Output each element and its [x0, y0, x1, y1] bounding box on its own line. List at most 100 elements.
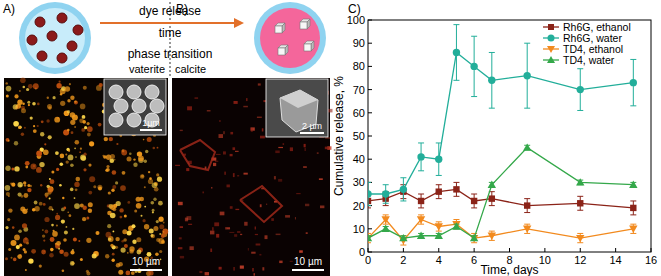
marker: [436, 188, 442, 194]
fluorescent-spot: [151, 234, 155, 238]
fluorescent-spot: [136, 237, 141, 242]
error-cap: [471, 96, 477, 97]
fluorescent-spot: [74, 100, 78, 104]
fluorescent-spot: [144, 206, 146, 208]
fluorescent-spot: [110, 244, 113, 247]
fluorescent-spot: [84, 153, 87, 156]
fluorescent-spot: [6, 82, 8, 84]
error-cap: [524, 212, 530, 213]
fluorescent-spot: [137, 250, 142, 255]
fluorescent-spot: [121, 150, 127, 156]
fluorescent-spot: [49, 206, 53, 210]
fluorescent-spot: [23, 238, 29, 244]
fluorescent-spot: [285, 215, 290, 218]
fluorescent-spot: [108, 191, 111, 194]
scale-label: 2 µm: [302, 121, 322, 131]
y-tick-label: 80: [353, 60, 365, 72]
fluorescent-spot: [24, 237, 27, 240]
crystal-edge: [180, 140, 215, 170]
fluorescent-spot: [180, 256, 184, 259]
error-cap: [630, 214, 636, 215]
fluorescent-spot: [75, 140, 80, 145]
error-bar: [630, 201, 636, 215]
label: phase transition: [128, 47, 213, 61]
y-tick-label: 50: [353, 130, 365, 142]
fluorescent-spot: [325, 147, 329, 150]
inset-sphere: [109, 113, 123, 127]
fluorescent-spot: [207, 110, 211, 111]
fluorescent-spot: [63, 207, 66, 210]
error-bar: [524, 199, 530, 213]
error-cap: [453, 182, 459, 183]
fluorescent-spot: [24, 127, 26, 129]
fluorescent-spot: [25, 269, 27, 271]
particle-shell: [19, 2, 91, 74]
fluorescent-spot: [159, 224, 164, 229]
fluorescent-spot: [306, 232, 308, 233]
fluorescent-spot: [56, 168, 59, 171]
fluorescent-spot: [93, 185, 96, 188]
calcite-cube: [311, 41, 314, 51]
fluorescent-spot: [33, 83, 39, 89]
fluorescent-spot: [54, 117, 60, 123]
x-tick: [544, 248, 545, 252]
fluorescent-spot: [31, 164, 37, 170]
fluorescent-spot: [134, 210, 137, 213]
fluorescent-spot: [14, 94, 18, 98]
fluorescent-spot: [114, 159, 116, 161]
fluorescent-spot: [205, 272, 209, 275]
fluorescent-spot: [40, 132, 44, 136]
fluorescent-spot: [59, 81, 61, 83]
fluorescent-spot: [69, 214, 72, 217]
fluorescent-spot: [86, 238, 91, 243]
error-bar: [436, 185, 442, 199]
fluorescent-spot: [5, 257, 8, 260]
fluorescent-spot: [299, 250, 303, 253]
y-tick-label: 90: [353, 37, 365, 49]
fluorescent-spot: [55, 151, 59, 155]
fluorescent-spot: [6, 138, 10, 142]
x-tick-label: 10: [539, 254, 551, 266]
vaterite-sphere: [35, 17, 45, 27]
particle-core: [260, 8, 320, 68]
fluorescent-spot: [115, 237, 119, 241]
fluorescent-spot: [76, 177, 81, 182]
fluorescent-spot: [67, 99, 70, 102]
calcite-cube: [304, 44, 311, 51]
fluorescent-spot: [36, 151, 42, 157]
fluorescent-spot: [39, 202, 43, 206]
y-tick-label: 60: [353, 107, 365, 119]
fluorescent-spot: [260, 204, 262, 207]
fluorescent-spot: [25, 166, 28, 169]
crystal-edge: [240, 186, 282, 222]
fluorescent-spot: [25, 161, 30, 166]
y-tick-label: 100: [347, 14, 365, 26]
fluorescent-spot: [70, 164, 74, 168]
fluorescent-spot: [119, 208, 123, 212]
fluorescent-spot: [24, 184, 26, 186]
error-cap: [383, 203, 389, 204]
fluorescent-spot: [210, 231, 214, 235]
fluorescent-spot: [83, 168, 86, 171]
fluorescent-spot: [66, 226, 68, 228]
fluorescent-spot: [14, 235, 20, 241]
fluorescent-spot: [65, 86, 71, 92]
fluorescent-spot: [18, 182, 23, 187]
y-tick: [368, 43, 372, 44]
marker: [629, 181, 637, 188]
fluorescent-spot: [45, 230, 49, 234]
fluorescent-spot: [256, 244, 261, 246]
fluorescent-spot: [21, 195, 24, 198]
error-cap: [577, 242, 583, 243]
fluorescent-spot: [6, 86, 12, 92]
inset-sphere: [114, 99, 128, 113]
error-cap: [471, 36, 477, 37]
error-bar: [471, 194, 477, 208]
fluorescent-spot: [230, 154, 233, 156]
marker: [453, 186, 459, 192]
error-cap: [489, 240, 495, 241]
x-tick-label: 0: [365, 254, 371, 266]
legend: Rh6G, ethanolRh6G, waterTD4, ethanolTD4,…: [543, 21, 631, 66]
marker: [488, 233, 496, 240]
x-tick: [438, 248, 439, 252]
